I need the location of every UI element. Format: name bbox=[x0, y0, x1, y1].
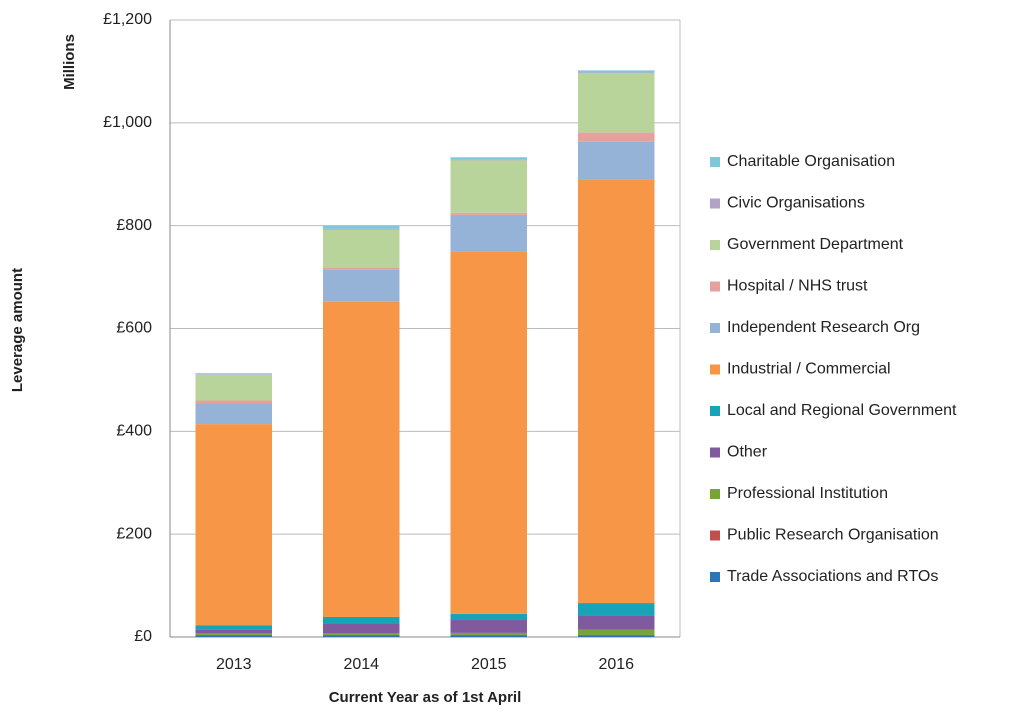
y-tick-label: £800 bbox=[116, 217, 152, 234]
legend-swatch bbox=[710, 406, 720, 416]
y-tick-label: £1,200 bbox=[103, 11, 152, 28]
bar-segment bbox=[195, 374, 272, 375]
y-axis-title: Leverage amount bbox=[9, 268, 26, 392]
legend-label: Industrial / Commercial bbox=[727, 361, 891, 378]
bar-segment bbox=[578, 615, 655, 630]
bar-segment bbox=[323, 301, 400, 617]
bar-segment bbox=[195, 635, 272, 637]
bar-segment bbox=[195, 634, 272, 636]
bar-segment bbox=[323, 634, 400, 636]
legend-label: Government Department bbox=[727, 236, 904, 253]
legend-label: Charitable Organisation bbox=[727, 153, 895, 170]
bar-segment bbox=[195, 625, 272, 630]
y-tick-label: £1,000 bbox=[103, 114, 152, 131]
x-axis-title: Current Year as of 1st April bbox=[329, 689, 522, 706]
bar-segment bbox=[450, 613, 527, 621]
bar-segment bbox=[195, 400, 272, 404]
legend-swatch bbox=[710, 447, 720, 458]
bar-segment bbox=[578, 72, 655, 133]
bar-segment bbox=[195, 629, 272, 634]
bar-segment bbox=[450, 634, 527, 636]
x-tick-label: 2013 bbox=[216, 656, 252, 673]
legend-swatch bbox=[710, 364, 720, 375]
bar-segment bbox=[323, 633, 400, 635]
y-tick-label: £200 bbox=[116, 525, 152, 542]
legend-swatch bbox=[710, 240, 720, 250]
bar-segment bbox=[450, 157, 527, 160]
legend-swatch bbox=[710, 281, 720, 292]
legend-swatch bbox=[710, 157, 720, 167]
legend-label: Hospital / NHS trust bbox=[727, 278, 868, 295]
bar-segment bbox=[578, 179, 655, 604]
bar-segment bbox=[323, 228, 400, 230]
y-axis-unit: Millions bbox=[61, 34, 78, 90]
bar-segment bbox=[323, 623, 400, 634]
bar-segment bbox=[578, 603, 655, 616]
bar-segment bbox=[323, 229, 400, 268]
y-tick-label: £0 bbox=[134, 628, 152, 645]
bar-segment bbox=[323, 267, 400, 270]
legend-swatch bbox=[710, 572, 720, 582]
legend-label: Other bbox=[727, 444, 768, 461]
bar-segment bbox=[450, 160, 527, 213]
bar-segment bbox=[578, 70, 655, 73]
bar-segment bbox=[195, 633, 272, 635]
bar-segment bbox=[450, 635, 527, 637]
bar-segment bbox=[195, 374, 272, 401]
bar-segment bbox=[195, 373, 272, 375]
bar-segment bbox=[578, 141, 655, 180]
bar-segment bbox=[450, 212, 527, 215]
legend-label: Trade Associations and RTOs bbox=[727, 568, 938, 585]
legend-label: Professional Institution bbox=[727, 485, 888, 502]
legend-label: Civic Organisations bbox=[727, 195, 865, 212]
bar-segment bbox=[450, 159, 527, 161]
legend-swatch bbox=[710, 489, 720, 499]
bar-segment bbox=[578, 72, 655, 73]
legend-label: Independent Research Org bbox=[727, 319, 920, 336]
legend-label: Local and Regional Government bbox=[727, 402, 957, 419]
legend-label: Public Research Organisation bbox=[727, 527, 939, 544]
x-tick-label: 2014 bbox=[343, 656, 379, 673]
legend-swatch bbox=[710, 198, 720, 209]
bar-segment bbox=[195, 424, 272, 626]
bar-segment bbox=[578, 634, 655, 636]
bar-segment bbox=[578, 635, 655, 637]
bar-segment bbox=[578, 629, 655, 635]
legend-swatch bbox=[710, 323, 720, 333]
bar-segment bbox=[450, 632, 527, 635]
y-tick-label: £600 bbox=[116, 320, 152, 337]
bar-segment bbox=[323, 225, 400, 229]
legend-swatch bbox=[710, 530, 720, 541]
x-tick-label: 2015 bbox=[471, 656, 507, 673]
bar-segment bbox=[195, 403, 272, 425]
x-tick-label: 2016 bbox=[598, 656, 634, 673]
bar-segment bbox=[450, 251, 527, 614]
bar-segment bbox=[323, 269, 400, 302]
bar-segment bbox=[450, 214, 527, 252]
y-tick-label: £400 bbox=[116, 423, 152, 440]
bar-segment bbox=[323, 635, 400, 637]
bar-segment bbox=[450, 620, 527, 633]
bar-segment bbox=[323, 616, 400, 624]
bar-segment bbox=[578, 132, 655, 142]
